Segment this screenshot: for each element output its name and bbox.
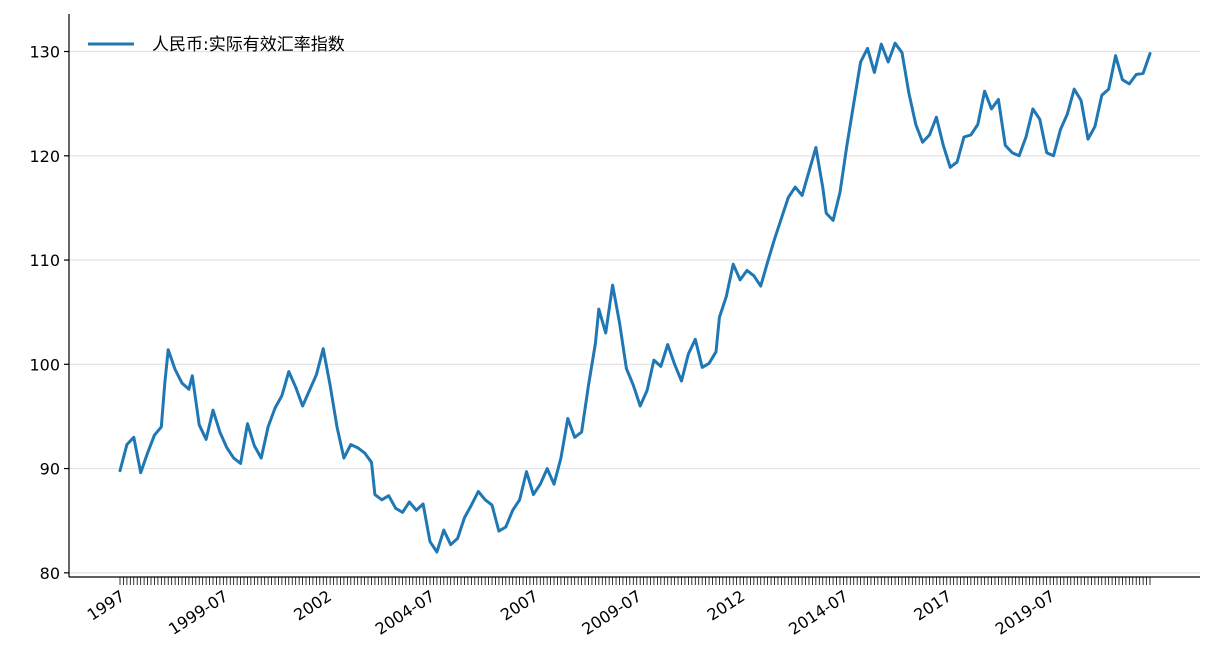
legend-label: 人民币:实际有效汇率指数: [152, 35, 345, 55]
x-tick-label: 2009-07: [578, 586, 644, 638]
x-tick-label: 2017: [910, 586, 954, 624]
x-tick-label: 1999-07: [165, 586, 231, 638]
y-tick-label: 100: [29, 355, 60, 374]
x-tick-label: 2004-07: [372, 586, 438, 638]
y-tick-label: 120: [29, 147, 60, 166]
y-tick-label: 90: [40, 460, 60, 479]
x-tick-label: 2002: [290, 586, 334, 624]
x-tick-label: 2007: [497, 586, 541, 624]
x-tick-label: 2012: [704, 586, 748, 624]
x-axis-ticks: 1997 1999-07 2002 2004-07 2007 2009-07 2012 201…: [84, 577, 1151, 639]
y-tick-label: 110: [29, 251, 60, 270]
y-tick-label: 80: [40, 564, 60, 583]
legend: 人民币:实际有效汇率指数: [88, 35, 345, 55]
y-gridlines: [69, 50, 1200, 574]
series-line: [118, 41, 1152, 554]
y-axis-ticks: 80 90 100 110 120 130: [29, 43, 69, 583]
y-tick-label: 130: [29, 43, 60, 62]
x-tick-label: 2014-07: [785, 586, 851, 638]
x-tick-label: 2019-07: [992, 586, 1058, 638]
series-layer: [118, 41, 1152, 554]
x-tick-label: 1997: [84, 586, 128, 624]
